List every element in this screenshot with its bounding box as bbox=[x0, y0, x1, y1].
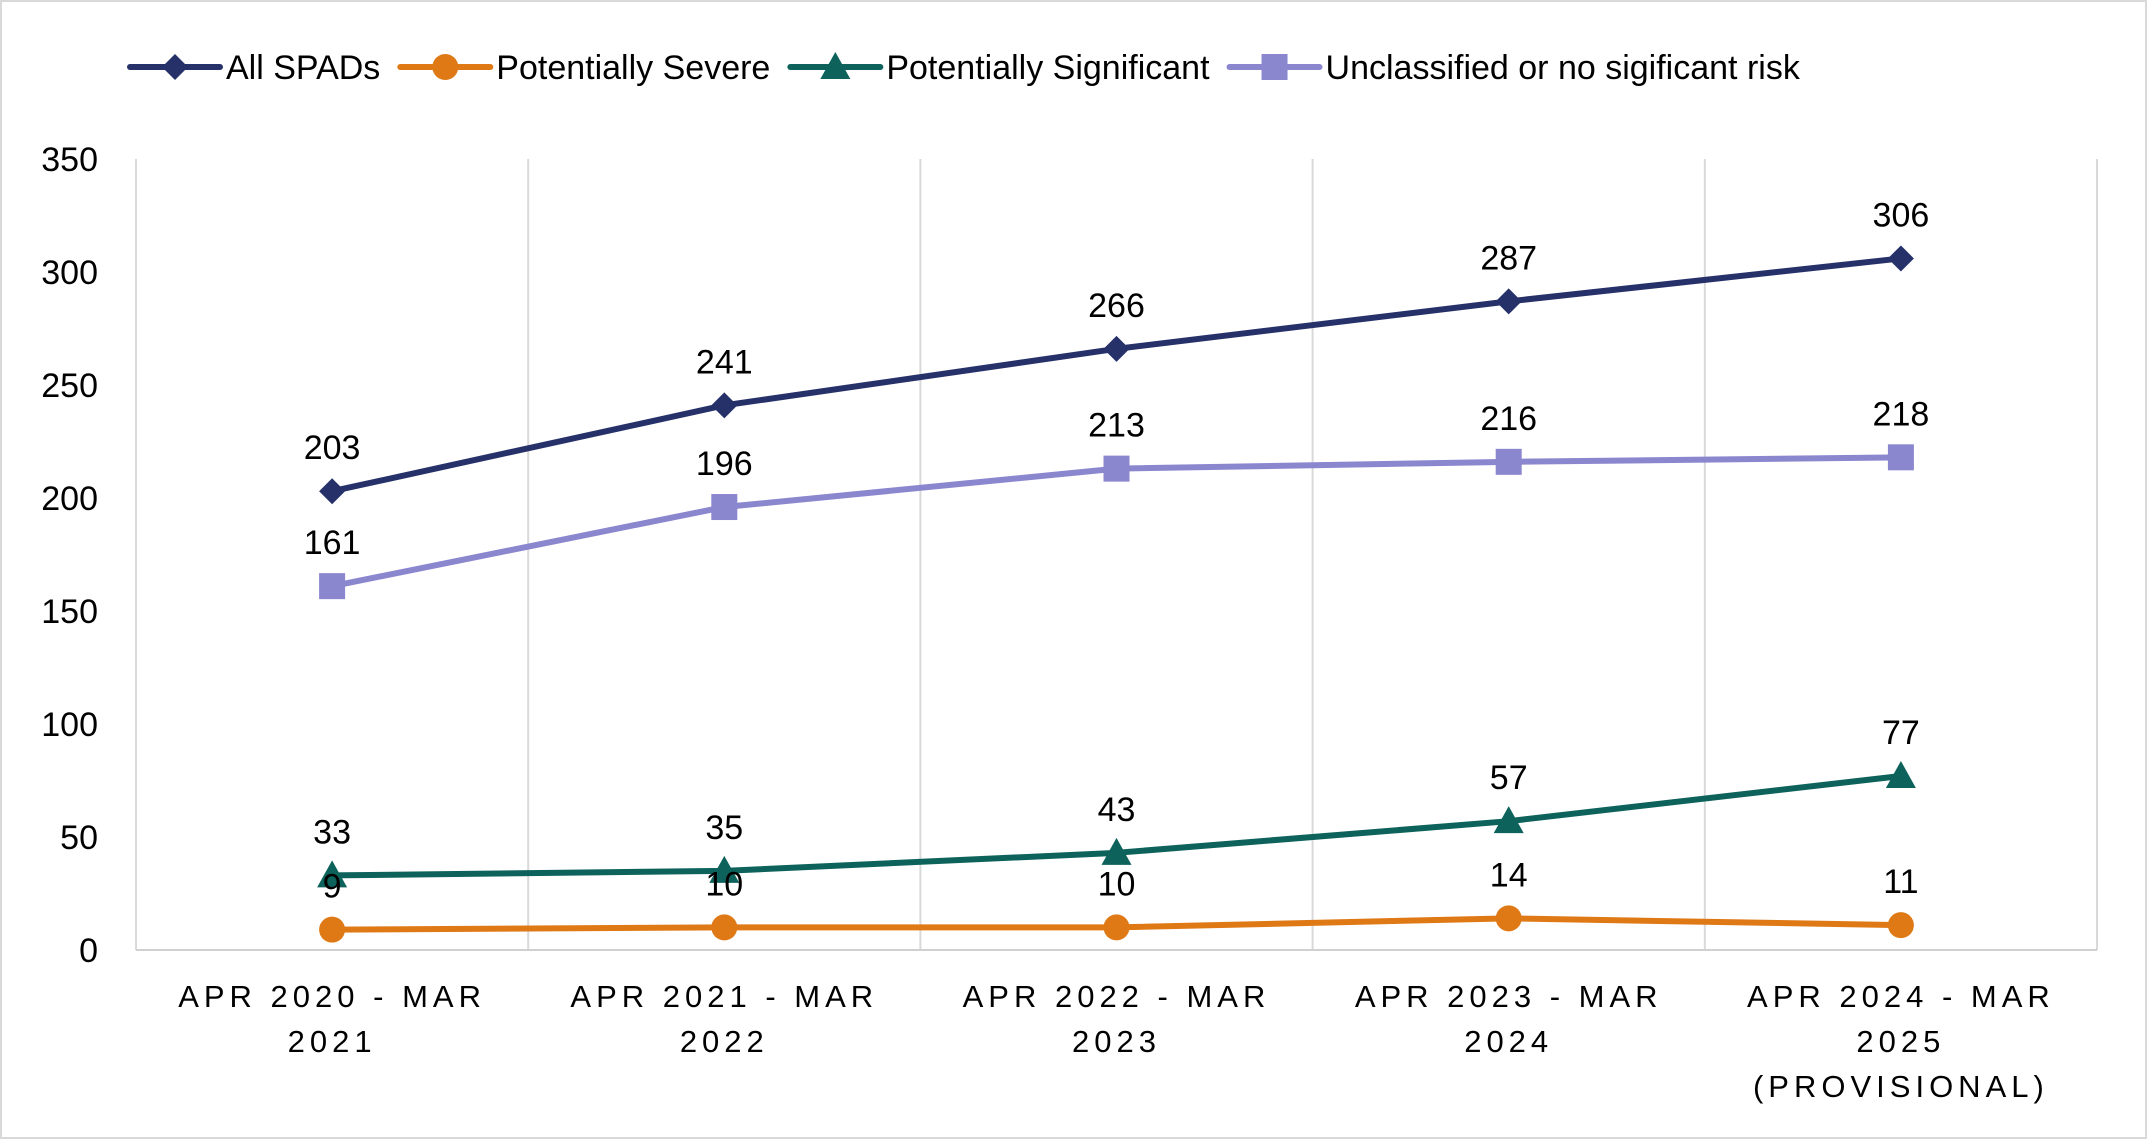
point-unclassified-or-no-sigificant-risk bbox=[1103, 455, 1130, 482]
point-potentially-severe bbox=[711, 914, 738, 941]
data-label-unclassified-or-no-sigificant-risk: 213 bbox=[1088, 407, 1145, 445]
point-potentially-significant bbox=[1885, 760, 1916, 788]
data-labels: 203 241 266 287 306 9 10 10 14 11 33 35 43 57 77 161 196… bbox=[304, 196, 1930, 905]
point-potentially-severe bbox=[1887, 912, 1914, 939]
point-potentially-significant bbox=[709, 855, 740, 883]
legend-item-potentially-significant: Potentially Significant bbox=[787, 49, 1210, 87]
point-potentially-significant bbox=[1493, 806, 1524, 834]
point-all-spads bbox=[1887, 245, 1914, 272]
legend-item-potentially-severe: Potentially Severe bbox=[397, 49, 770, 87]
data-label-unclassified-or-no-sigificant-risk: 218 bbox=[1873, 395, 1930, 433]
x-category-label: 2025 bbox=[1856, 1024, 1945, 1059]
point-potentially-severe bbox=[1495, 905, 1522, 932]
legend-swatch-marker bbox=[1261, 54, 1288, 80]
data-label-all-spads: 241 bbox=[696, 343, 753, 381]
y-tick-label: 50 bbox=[60, 819, 98, 857]
point-potentially-significant bbox=[317, 860, 348, 888]
data-label-potentially-severe: 10 bbox=[1098, 865, 1136, 903]
y-tick-label: 150 bbox=[41, 593, 98, 631]
legend-label: All SPADs bbox=[226, 49, 380, 87]
x-category-label: APR 2020 - MAR bbox=[178, 979, 486, 1014]
data-label-potentially-severe: 11 bbox=[1883, 863, 1918, 901]
x-category-label: 2024 bbox=[1464, 1024, 1553, 1059]
point-potentially-severe bbox=[1103, 914, 1130, 941]
legend-item-all-spads: All SPADs bbox=[127, 49, 380, 87]
legend-label: Unclassified or no sigificant risk bbox=[1326, 49, 1801, 87]
legend-swatch-marker bbox=[820, 52, 851, 79]
legend-item-unclassified-or-no-sigificant-risk: Unclassified or no sigificant risk bbox=[1226, 49, 1801, 87]
point-unclassified-or-no-sigificant-risk bbox=[1887, 444, 1914, 471]
data-label-potentially-significant: 35 bbox=[705, 809, 743, 847]
data-label-all-spads: 306 bbox=[1873, 196, 1930, 234]
data-label-potentially-significant: 77 bbox=[1882, 714, 1920, 752]
x-category-label: (PROVISIONAL) bbox=[1753, 1069, 2049, 1104]
data-label-all-spads: 287 bbox=[1480, 239, 1537, 277]
x-category-label: APR 2023 - MAR bbox=[1355, 979, 1663, 1014]
data-label-potentially-significant: 33 bbox=[313, 813, 351, 851]
data-label-potentially-significant: 57 bbox=[1490, 759, 1528, 797]
legend-label: Potentially Severe bbox=[496, 49, 770, 87]
x-category-label: 2021 bbox=[288, 1024, 377, 1059]
y-tick-label: 250 bbox=[41, 367, 98, 405]
point-unclassified-or-no-sigificant-risk bbox=[711, 494, 738, 521]
y-tick-label: 100 bbox=[41, 706, 98, 744]
x-category-label: 2023 bbox=[1072, 1024, 1161, 1059]
data-label-unclassified-or-no-sigificant-risk: 161 bbox=[304, 524, 361, 562]
legend-swatch-marker bbox=[162, 54, 188, 80]
data-label-unclassified-or-no-sigificant-risk: 216 bbox=[1480, 400, 1537, 438]
point-all-spads bbox=[1103, 335, 1130, 362]
x-category-label: 2022 bbox=[680, 1024, 769, 1059]
data-label-potentially-severe: 14 bbox=[1490, 856, 1528, 894]
data-label-unclassified-or-no-sigificant-risk: 196 bbox=[696, 445, 753, 483]
data-label-potentially-severe: 9 bbox=[323, 868, 342, 906]
y-tick-label: 300 bbox=[41, 254, 98, 292]
gridlines bbox=[135, 159, 2098, 951]
legend: All SPADs Potentially Severe Potentially S… bbox=[127, 49, 1801, 87]
data-label-potentially-severe: 10 bbox=[705, 865, 743, 903]
legend-label: Potentially Significant bbox=[886, 49, 1210, 87]
y-tick-label: 350 bbox=[41, 141, 98, 179]
series-markers bbox=[317, 245, 1916, 943]
y-tick-label: 200 bbox=[41, 480, 98, 518]
point-unclassified-or-no-sigificant-risk bbox=[1495, 448, 1522, 475]
point-unclassified-or-no-sigificant-risk bbox=[319, 573, 346, 600]
data-label-potentially-significant: 43 bbox=[1098, 791, 1136, 829]
x-category-label: APR 2021 - MAR bbox=[570, 979, 878, 1014]
data-label-all-spads: 266 bbox=[1088, 287, 1145, 325]
point-potentially-significant bbox=[1101, 837, 1132, 865]
x-axis-categories: APR 2020 - MAR 2021 APR 2021 - MAR 2022 APR … bbox=[178, 979, 2055, 1104]
legend-swatch-marker bbox=[432, 54, 459, 80]
point-potentially-severe bbox=[319, 916, 346, 943]
point-all-spads bbox=[1495, 288, 1522, 315]
y-axis-ticks: 0 50 100 150 200 250 300 350 bbox=[41, 141, 98, 970]
y-tick-label: 0 bbox=[79, 932, 98, 970]
x-category-label: APR 2022 - MAR bbox=[963, 979, 1271, 1014]
point-all-spads bbox=[319, 478, 346, 505]
point-all-spads bbox=[711, 392, 738, 419]
x-category-label: APR 2024 - MAR bbox=[1747, 979, 2055, 1014]
data-label-all-spads: 203 bbox=[304, 429, 361, 467]
